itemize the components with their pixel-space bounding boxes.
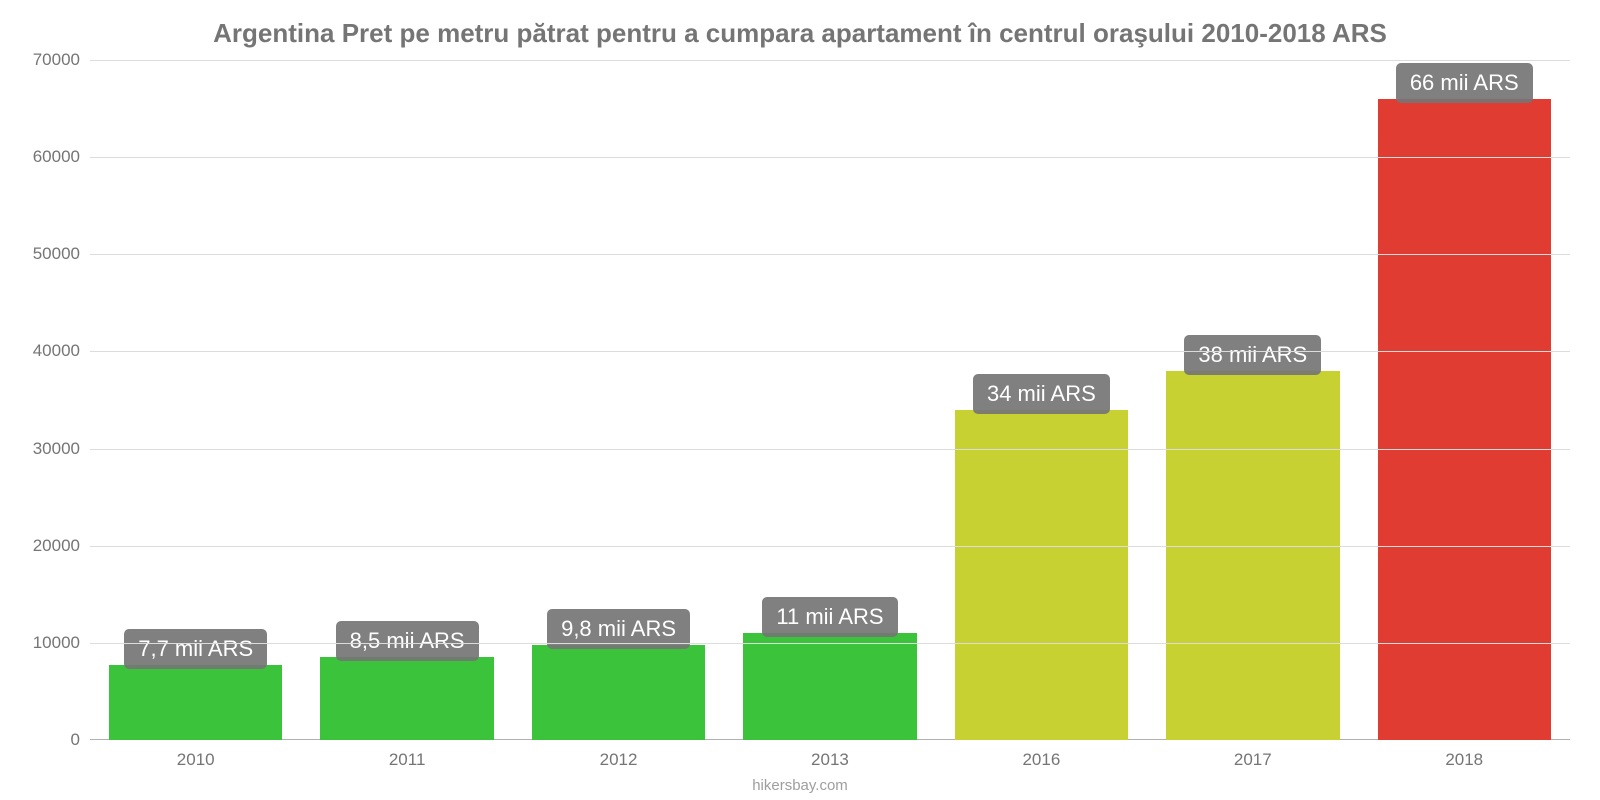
bar-slot: 9,8 mii ARS2012: [513, 60, 724, 740]
chart-area: 7,7 mii ARS20108,5 mii ARS20119,8 mii AR…: [90, 60, 1570, 740]
bar: 8,5 mii ARS: [320, 657, 493, 740]
y-tick-label: 60000: [20, 147, 80, 167]
bar-value-label: 7,7 mii ARS: [138, 636, 253, 661]
bar-value-label: 9,8 mii ARS: [561, 616, 676, 641]
y-tick-label: 0: [20, 730, 80, 750]
bar-value-badge: 8,5 mii ARS: [336, 621, 479, 661]
bar-slot: 11 mii ARS2013: [724, 60, 935, 740]
bar-value-badge: 66 mii ARS: [1396, 63, 1533, 103]
bar-value-label: 34 mii ARS: [987, 381, 1096, 406]
y-tick-label: 40000: [20, 341, 80, 361]
bar-value-badge: 7,7 mii ARS: [124, 629, 267, 669]
bar-value-label: 66 mii ARS: [1410, 70, 1519, 95]
y-tick-label: 20000: [20, 536, 80, 556]
attribution-text: hikersbay.com: [752, 777, 848, 794]
x-tick-label: 2018: [1445, 750, 1483, 770]
x-tick-label: 2012: [600, 750, 638, 770]
y-tick-label: 30000: [20, 439, 80, 459]
bar-slot: 34 mii ARS2016: [936, 60, 1147, 740]
bar-slot: 66 mii ARS2018: [1359, 60, 1570, 740]
bar-value-label: 38 mii ARS: [1198, 342, 1307, 367]
grid-line: [90, 546, 1570, 547]
bar-value-badge: 11 mii ARS: [762, 597, 897, 637]
x-tick-label: 2013: [811, 750, 849, 770]
x-tick-label: 2016: [1022, 750, 1060, 770]
grid-line: [90, 60, 1570, 61]
bar: 38 mii ARS: [1166, 371, 1339, 740]
grid-line: [90, 643, 1570, 644]
grid-line: [90, 254, 1570, 255]
y-tick-label: 10000: [20, 633, 80, 653]
bar: 34 mii ARS: [955, 410, 1128, 740]
x-tick-label: 2017: [1234, 750, 1272, 770]
bar-value-label: 8,5 mii ARS: [350, 628, 465, 653]
grid-line: [90, 157, 1570, 158]
bars-container: 7,7 mii ARS20108,5 mii ARS20119,8 mii AR…: [90, 60, 1570, 740]
bar-value-badge: 34 mii ARS: [973, 374, 1110, 414]
x-tick-label: 2011: [389, 750, 426, 770]
chart-title: Argentina Pret pe metru pătrat pentru a …: [0, 0, 1600, 49]
plot-area: 7,7 mii ARS20108,5 mii ARS20119,8 mii AR…: [90, 60, 1570, 740]
bar-slot: 8,5 mii ARS2011: [301, 60, 512, 740]
grid-line: [90, 351, 1570, 352]
grid-line: [90, 449, 1570, 450]
bar: 9,8 mii ARS: [532, 645, 705, 740]
x-tick-label: 2010: [177, 750, 215, 770]
bar-slot: 7,7 mii ARS2010: [90, 60, 301, 740]
bar: 7,7 mii ARS: [109, 665, 282, 740]
bar-value-badge: 38 mii ARS: [1184, 335, 1321, 375]
bar: 11 mii ARS: [743, 633, 916, 740]
y-tick-label: 70000: [20, 50, 80, 70]
bar-value-label: 11 mii ARS: [776, 604, 883, 629]
bar-slot: 38 mii ARS2017: [1147, 60, 1358, 740]
y-tick-label: 50000: [20, 244, 80, 264]
